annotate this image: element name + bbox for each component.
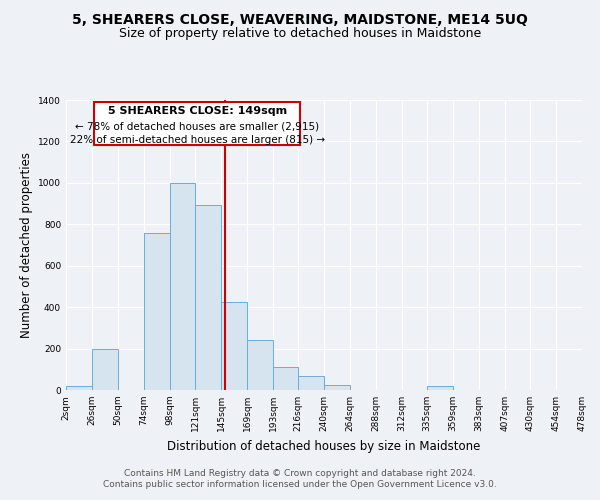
- Text: 22% of semi-detached houses are larger (815) →: 22% of semi-detached houses are larger (…: [70, 134, 325, 144]
- X-axis label: Distribution of detached houses by size in Maidstone: Distribution of detached houses by size …: [167, 440, 481, 452]
- Bar: [92, 348, 118, 390]
- Bar: [170, 183, 195, 390]
- Bar: [195, 204, 221, 390]
- Bar: [144, 232, 170, 390]
- Bar: [66, 386, 92, 390]
- Text: ← 78% of detached houses are smaller (2,915): ← 78% of detached houses are smaller (2,…: [75, 121, 319, 131]
- Bar: [273, 367, 298, 390]
- Text: 5 SHEARERS CLOSE: 149sqm: 5 SHEARERS CLOSE: 149sqm: [107, 106, 287, 116]
- Y-axis label: Number of detached properties: Number of detached properties: [20, 152, 32, 338]
- Bar: [427, 386, 453, 390]
- Bar: [247, 340, 273, 390]
- Bar: [324, 385, 350, 390]
- Text: 5, SHEARERS CLOSE, WEAVERING, MAIDSTONE, ME14 5UQ: 5, SHEARERS CLOSE, WEAVERING, MAIDSTONE,…: [72, 12, 528, 26]
- Bar: [221, 302, 247, 390]
- Text: Size of property relative to detached houses in Maidstone: Size of property relative to detached ho…: [119, 28, 481, 40]
- Text: Contains HM Land Registry data © Crown copyright and database right 2024.: Contains HM Land Registry data © Crown c…: [124, 468, 476, 477]
- Text: Contains public sector information licensed under the Open Government Licence v3: Contains public sector information licen…: [103, 480, 497, 489]
- Bar: [298, 376, 324, 390]
